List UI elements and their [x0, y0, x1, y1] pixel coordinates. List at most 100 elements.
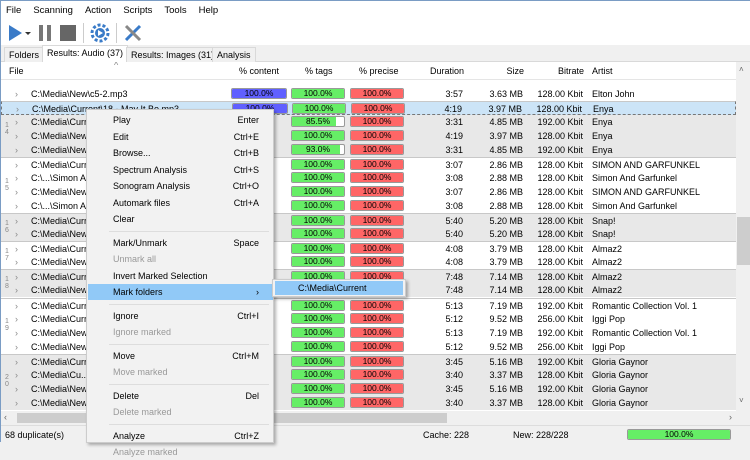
menu-item-sonogram-analysis[interactable]: Sonogram Analysis Ctrl+O: [88, 178, 273, 194]
table-row[interactable]: › C:\Media\New 100.0% 100.0% 4:08 3.79 MB 1…: [1, 255, 736, 269]
col-file[interactable]: File: [9, 66, 24, 76]
toolbar: [1, 20, 750, 45]
scroll-up-icon[interactable]: ˄: [739, 65, 744, 74]
submenu-item-current-folder[interactable]: C:\Media\Current: [275, 281, 403, 295]
tools-icon[interactable]: [123, 23, 143, 43]
expand-chevron-icon[interactable]: ›: [15, 187, 18, 197]
table-row[interactable]: › C:\...\Simon A 100.0% 100.0% 3:08 2.88 MB…: [1, 171, 736, 185]
table-row[interactable]: › C:\Media\Curr 100.0% 100.0% 4:08 3.79 MB …: [1, 241, 736, 255]
expand-chevron-icon[interactable]: ›: [15, 201, 18, 211]
scroll-left-icon[interactable]: ‹: [4, 412, 7, 422]
menu-item-clear[interactable]: Clear: [88, 211, 273, 227]
table-row[interactable]: › C:\Media\New 100.0% 100.0% 3:07 2.86 MB 1…: [1, 185, 736, 199]
tab-analysis[interactable]: Analysis: [212, 47, 256, 62]
menu-item-label: Delete marked: [113, 407, 172, 417]
pause-icon[interactable]: [37, 24, 53, 42]
scroll-down-icon[interactable]: ˅: [739, 396, 744, 405]
expand-chevron-icon[interactable]: ›: [15, 314, 18, 324]
menu-item-mark-folders[interactable]: Mark folders ›: [88, 284, 273, 300]
menu-separator: [109, 383, 269, 385]
precise-match-bar: 100.0%: [350, 341, 404, 352]
shortcut: Ctrl+E: [233, 131, 259, 142]
expand-chevron-icon[interactable]: ›: [15, 229, 18, 239]
expand-chevron-icon[interactable]: ›: [15, 257, 18, 267]
col-bitrate[interactable]: Bitrate: [557, 66, 584, 76]
expand-chevron-icon[interactable]: ›: [15, 216, 18, 226]
menu-item-move[interactable]: Move Ctrl+M: [88, 348, 273, 364]
menu-item-mark-unmark[interactable]: Mark/Unmark Space: [88, 235, 273, 251]
expand-chevron-icon[interactable]: ›: [15, 272, 18, 282]
vertical-scrollbar[interactable]: ˄ ˅: [736, 62, 750, 411]
expand-chevron-icon[interactable]: ›: [15, 131, 18, 141]
expand-chevron-icon[interactable]: ›: [15, 89, 18, 99]
menu-tools[interactable]: Tools: [164, 5, 187, 16]
tab-folders[interactable]: Folders: [4, 47, 45, 62]
table-row[interactable]: › C:\Media\New\c5-2.mp3 100.0% 100.0% 100.0…: [1, 87, 736, 101]
menu-item-invert-marked-selection[interactable]: Invert Marked Selection: [88, 268, 273, 284]
menu-scanning[interactable]: Scanning: [33, 5, 73, 16]
col-precise[interactable]: % precise: [359, 66, 399, 76]
table-row[interactable]: › C:\Media\New 100.0% 100.0% 5:13 7.19 MB 1…: [1, 326, 736, 340]
settings-gear-icon[interactable]: [90, 23, 110, 43]
file-path: C:\Media\New: [31, 285, 88, 295]
artist: Enya: [592, 117, 613, 127]
play-icon[interactable]: [7, 24, 23, 42]
bitrate: 128.00 Kbit: [537, 201, 583, 211]
expand-chevron-icon[interactable]: ›: [15, 285, 18, 295]
menu-item-delete[interactable]: Delete Del: [88, 388, 273, 404]
stop-icon[interactable]: [59, 24, 77, 42]
expand-chevron-icon[interactable]: ›: [15, 160, 18, 170]
table-row[interactable]: › C:\...\Simon A 100.0% 100.0% 3:08 2.88 MB…: [1, 199, 736, 213]
expand-chevron-icon[interactable]: ›: [15, 328, 18, 338]
menu-item-play[interactable]: Play Enter: [88, 112, 273, 128]
expand-chevron-icon[interactable]: ›: [15, 370, 18, 380]
duration: 5:12: [445, 314, 463, 324]
expand-chevron-icon[interactable]: ›: [16, 104, 19, 114]
scroll-right-icon[interactable]: ›: [729, 412, 732, 422]
table-row[interactable]: › C:\Media\Curr 100.0% 100.0% 3:45 5.16 MB …: [1, 354, 736, 368]
col-size[interactable]: Size: [506, 66, 524, 76]
menu-item-edit[interactable]: Edit Ctrl+E: [88, 129, 273, 145]
menu-help[interactable]: Help: [198, 5, 219, 16]
table-row[interactable]: › C:\Media\Curr 100.0% 100.0% 5:12 9.52 MB …: [1, 312, 736, 326]
col-tags[interactable]: % tags: [305, 66, 333, 76]
tab-results-images[interactable]: Results: Images (31): [126, 47, 220, 62]
menu-item-ignore[interactable]: Ignore Ctrl+I: [88, 308, 273, 324]
expand-chevron-icon[interactable]: ›: [15, 301, 18, 311]
tab-results-audio[interactable]: Results: Audio (37): [42, 45, 129, 62]
menu-action[interactable]: Action: [84, 5, 112, 16]
scrollbar-thumb[interactable]: [737, 217, 750, 265]
size: 7.19 MB: [489, 301, 523, 311]
expand-chevron-icon[interactable]: ›: [15, 244, 18, 254]
expand-chevron-icon[interactable]: ›: [15, 384, 18, 394]
expand-chevron-icon[interactable]: ›: [15, 173, 18, 183]
expand-chevron-icon[interactable]: ›: [15, 117, 18, 127]
table-row[interactable]: › C:\Media\New 100.0% 100.0% 5:12 9.52 MB 2…: [1, 340, 736, 354]
col-duration[interactable]: Duration: [429, 66, 464, 76]
menu-file[interactable]: File: [6, 5, 22, 16]
expand-chevron-icon[interactable]: ›: [15, 342, 18, 352]
table-row[interactable]: › C:\Media\Curr 100.0% 100.0% 3:07 2.86 MB …: [1, 157, 736, 171]
menu-item-label: Sonogram Analysis: [113, 181, 191, 191]
precise-match-bar: 100.0%: [350, 383, 404, 394]
col-content[interactable]: % content: [239, 66, 280, 76]
menu-item-spectrum-analysis[interactable]: Spectrum Analysis Ctrl+S: [88, 162, 273, 178]
expand-chevron-icon[interactable]: ›: [15, 398, 18, 408]
dropdown-arrow-icon[interactable]: [25, 24, 31, 42]
col-artist[interactable]: Artist: [592, 66, 613, 76]
expand-chevron-icon[interactable]: ›: [15, 357, 18, 367]
menu-item-label: Mark folders: [113, 287, 163, 297]
expand-chevron-icon[interactable]: ›: [15, 145, 18, 155]
menu-item-automark-files[interactable]: Automark files Ctrl+A: [88, 195, 273, 211]
menu-bar: File Scanning Action Scripts Tools Help: [1, 1, 750, 20]
bitrate: 192.00 Kbit: [537, 357, 583, 367]
menu-scripts[interactable]: Scripts: [123, 5, 153, 16]
precise-match-bar: 100.0%: [350, 88, 404, 99]
menu-item-browse[interactable]: Browse... Ctrl+B: [88, 145, 273, 161]
file-path: C:\Media\Curr: [31, 160, 88, 170]
artist: Gloria Gaynor: [592, 384, 649, 394]
table-row[interactable]: › C:\Media\Curr 100.0% 100.0% 5:13 7.19 MB …: [1, 298, 736, 312]
menu-item-analyze[interactable]: Analyze Ctrl+Z: [88, 428, 273, 444]
